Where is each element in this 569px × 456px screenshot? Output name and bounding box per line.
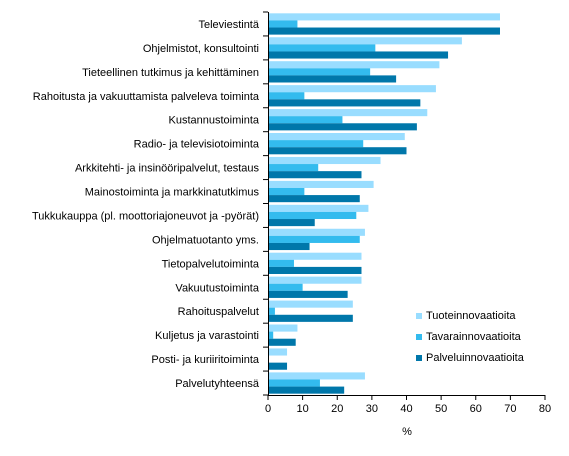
legend-swatch-1 — [416, 313, 422, 319]
bar-1-4 — [268, 85, 436, 93]
bar-1-15 — [268, 348, 288, 356]
x-axis: 0 10 20 30 40 50 60 70 80% — [265, 12, 551, 438]
bar-1-11 — [268, 252, 362, 260]
bar-1-1 — [268, 13, 500, 21]
bar-2-9 — [268, 211, 357, 220]
category-label: Televiestintä — [198, 19, 259, 31]
x-axis-label: % — [402, 426, 412, 438]
bar-2-4 — [268, 92, 305, 100]
category-label: Radio- ja televisiotoiminta — [134, 139, 260, 151]
bar-3-1 — [268, 27, 500, 35]
bar-1-16 — [268, 372, 365, 380]
bar-1-3 — [268, 61, 440, 69]
legend-label-2: Tavarainnovaatioita — [426, 331, 522, 343]
bar-3-3 — [268, 75, 397, 83]
category-label: Posti- ja kuriiritoiminta — [151, 354, 259, 366]
x-tick-label: 80 — [539, 403, 551, 415]
legend-swatch-3 — [416, 355, 422, 361]
category-label: Tukkukauppa (pl. moottoriajoneuvot ja -p… — [32, 210, 259, 222]
category-label: Ohjelmistot, konsultointi — [143, 43, 259, 55]
x-tick-label: 10 — [297, 403, 309, 415]
bar-3-5 — [268, 123, 417, 131]
bar-2-14 — [268, 331, 274, 339]
x-tick-label: 70 — [504, 403, 516, 415]
category-label: Palvelutyhteensä — [175, 378, 260, 390]
bar-3-10 — [268, 242, 310, 251]
bar-3-9 — [268, 219, 315, 227]
category-labels: Televiestintä Ohjelmistot, konsultointi Ti… — [32, 11, 268, 396]
legend-label-3: Palveluinnovaatioita — [426, 352, 525, 364]
bar-1-6 — [268, 133, 405, 141]
category-label: Kustannustoiminta — [169, 115, 260, 127]
bar-3-8 — [268, 195, 360, 203]
x-tick-label: 0 — [265, 403, 271, 415]
category-label: Arkkitehti- ja insinööripalvelut, testau… — [75, 163, 260, 175]
bar-2-12 — [268, 283, 303, 291]
category-label: Kuljetus ja varastointi — [155, 330, 259, 342]
plot-area — [268, 13, 500, 394]
bar-2-8 — [268, 187, 305, 196]
bar-2-1 — [268, 20, 298, 28]
x-tick-label: 40 — [400, 403, 412, 415]
x-tick-label: 50 — [435, 403, 447, 415]
bar-1-5 — [268, 109, 428, 117]
category-label: Tietopalvelutoiminta — [162, 258, 260, 270]
x-tick-label: 30 — [366, 403, 378, 415]
bar-1-14 — [268, 324, 298, 332]
category-label: Ohjelmatuotanto yms. — [152, 234, 259, 246]
bar-2-11 — [268, 259, 294, 267]
bar-1-9 — [268, 204, 369, 212]
bar-3-11 — [268, 266, 362, 274]
bar-1-8 — [268, 180, 374, 188]
bar-3-2 — [268, 51, 449, 59]
x-tick-label: 20 — [331, 403, 343, 415]
bar-3-14 — [268, 338, 296, 346]
category-label: Rahoituspalvelut — [178, 306, 259, 318]
bar-3-6 — [268, 147, 407, 155]
bar-1-7 — [268, 156, 381, 165]
bar-2-5 — [268, 116, 343, 124]
bar-3-16 — [268, 386, 345, 394]
bar-1-2 — [268, 37, 462, 45]
bar-2-16 — [268, 379, 320, 387]
bar-2-7 — [268, 164, 319, 172]
bar-3-7 — [268, 171, 362, 179]
category-label: Vakuutustoiminta — [175, 282, 259, 294]
bar-2-3 — [268, 68, 371, 76]
category-label: Tieteellinen tutkimus ja kehittäminen — [82, 67, 259, 79]
bar-2-2 — [268, 44, 376, 52]
bar-1-10 — [268, 228, 365, 236]
bar-2-10 — [268, 235, 360, 243]
legend-label-1: Tuoteinnovaatioita — [426, 310, 516, 322]
bar-1-12 — [268, 276, 362, 284]
bar-2-13 — [268, 307, 275, 315]
bar-3-13 — [268, 314, 353, 322]
x-tick-label: 60 — [470, 403, 482, 415]
bar-2-6 — [268, 140, 364, 148]
legend-swatch-2 — [416, 334, 422, 340]
bar-3-12 — [268, 290, 348, 298]
bar-1-13 — [268, 300, 353, 308]
bar-3-15 — [268, 362, 288, 370]
legend: Tuoteinnovaatioita Tavarainnovaatioita Pal… — [416, 310, 525, 364]
category-label: Mainostoiminta ja markkinatutkimus — [85, 187, 260, 199]
category-label: Rahoitusta ja vakuuttamista palveleva to… — [33, 91, 260, 103]
bar-3-4 — [268, 99, 421, 107]
